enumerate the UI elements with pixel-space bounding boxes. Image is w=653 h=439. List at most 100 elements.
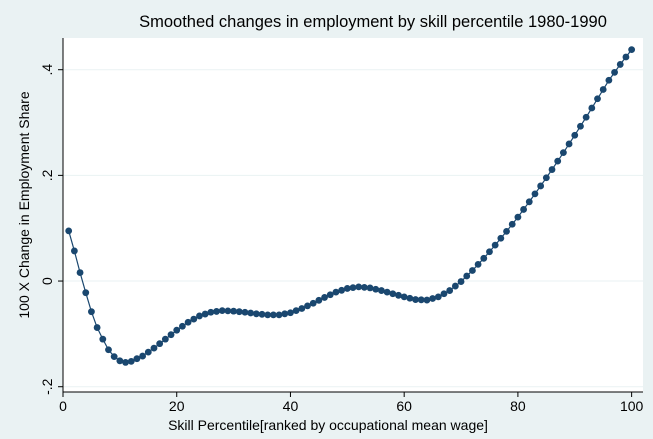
x-tick-label-5: 100: [620, 398, 644, 414]
data-point-46: [321, 294, 328, 301]
data-point-45: [315, 296, 323, 304]
data-point-96: [605, 76, 613, 84]
data-point-1: [65, 227, 73, 235]
y-tick-label-2: .2: [39, 169, 55, 181]
data-point-22: [184, 318, 192, 326]
data-point-29: [224, 307, 232, 315]
data-point-11: [122, 359, 129, 366]
data-point-69: [451, 282, 459, 290]
y-tick-label-0: -.2: [39, 378, 55, 395]
data-point-89: [565, 140, 573, 148]
data-point-23: [190, 315, 198, 323]
data-point-94: [594, 95, 601, 103]
data-point-65: [429, 295, 437, 302]
data-point-74: [480, 254, 488, 262]
data-point-91: [577, 122, 584, 130]
data-point-72: [469, 267, 476, 274]
x-tick-label-4: 80: [510, 398, 526, 414]
data-point-95: [599, 86, 607, 93]
data-point-8: [105, 346, 112, 354]
data-point-99: [622, 53, 630, 61]
data-point-39: [281, 310, 289, 318]
data-point-38: [275, 311, 283, 319]
data-point-35: [258, 310, 266, 318]
data-point-57: [383, 288, 391, 296]
y-tick-label-3: .4: [39, 64, 55, 76]
data-point-9: [110, 353, 118, 360]
data-point-13: [133, 355, 141, 363]
data-point-53: [360, 283, 368, 291]
data-point-47: [326, 291, 334, 299]
data-points: [65, 46, 636, 366]
data-point-20: [173, 326, 181, 334]
data-point-92: [582, 113, 590, 121]
data-point-28: [218, 307, 226, 315]
x-tick-label-1: 20: [169, 398, 185, 414]
data-point-71: [463, 272, 471, 280]
data-point-63: [417, 296, 425, 304]
data-point-98: [616, 61, 624, 68]
data-point-64: [423, 296, 431, 304]
x-tick-label-3: 60: [396, 398, 412, 414]
data-point-44: [309, 299, 317, 307]
data-point-60: [400, 293, 408, 301]
data-point-6: [93, 324, 101, 331]
data-point-12: [127, 357, 135, 365]
data-point-54: [366, 284, 374, 292]
data-point-82: [525, 198, 533, 206]
x-tick-label-0: 0: [59, 398, 67, 414]
data-point-56: [378, 287, 385, 294]
data-point-25: [201, 310, 209, 318]
data-point-83: [531, 190, 539, 198]
data-point-34: [252, 310, 260, 318]
data-point-37: [269, 311, 277, 319]
data-point-66: [434, 293, 442, 301]
data-point-50: [343, 285, 351, 292]
data-point-3: [76, 269, 84, 276]
data-point-55: [372, 285, 380, 293]
y-axis-ticks: -.2 0 .2 .4: [39, 64, 63, 395]
x-tick-label-2: 40: [283, 398, 299, 414]
data-point-73: [474, 261, 482, 268]
data-point-59: [395, 291, 402, 299]
data-point-86: [548, 166, 556, 173]
data-point-32: [241, 308, 249, 316]
data-point-19: [167, 331, 175, 339]
plot-area: [63, 38, 643, 392]
data-point-42: [298, 305, 306, 312]
data-point-100: [628, 46, 636, 54]
data-point-18: [161, 335, 169, 343]
chart-title: Smoothed changes in employment by skill …: [139, 13, 607, 31]
data-point-51: [349, 284, 357, 292]
data-point-52: [355, 283, 363, 291]
data-point-7: [99, 335, 107, 343]
data-point-77: [497, 234, 505, 242]
x-axis-ticks: 0 20 40 60 80 100: [59, 392, 644, 414]
data-point-31: [235, 308, 243, 316]
data-point-14: [139, 352, 147, 360]
data-point-2: [70, 247, 78, 255]
data-point-97: [611, 68, 618, 76]
data-point-70: [457, 278, 465, 285]
data-point-48: [332, 288, 340, 296]
data-point-33: [247, 309, 255, 317]
data-point-15: [144, 348, 152, 356]
data-point-4: [82, 289, 90, 297]
data-point-81: [520, 206, 527, 213]
data-point-41: [292, 307, 300, 315]
data-point-26: [207, 308, 215, 316]
data-point-62: [412, 296, 419, 303]
data-point-67: [440, 290, 448, 298]
data-point-80: [514, 213, 522, 221]
data-point-76: [491, 241, 499, 249]
data-point-87: [554, 157, 562, 165]
data-point-49: [338, 286, 346, 294]
data-point-68: [446, 287, 454, 294]
data-point-85: [542, 174, 550, 182]
data-point-21: [179, 322, 186, 330]
data-point-17: [156, 340, 164, 348]
data-point-84: [537, 182, 545, 190]
data-point-90: [571, 131, 579, 139]
